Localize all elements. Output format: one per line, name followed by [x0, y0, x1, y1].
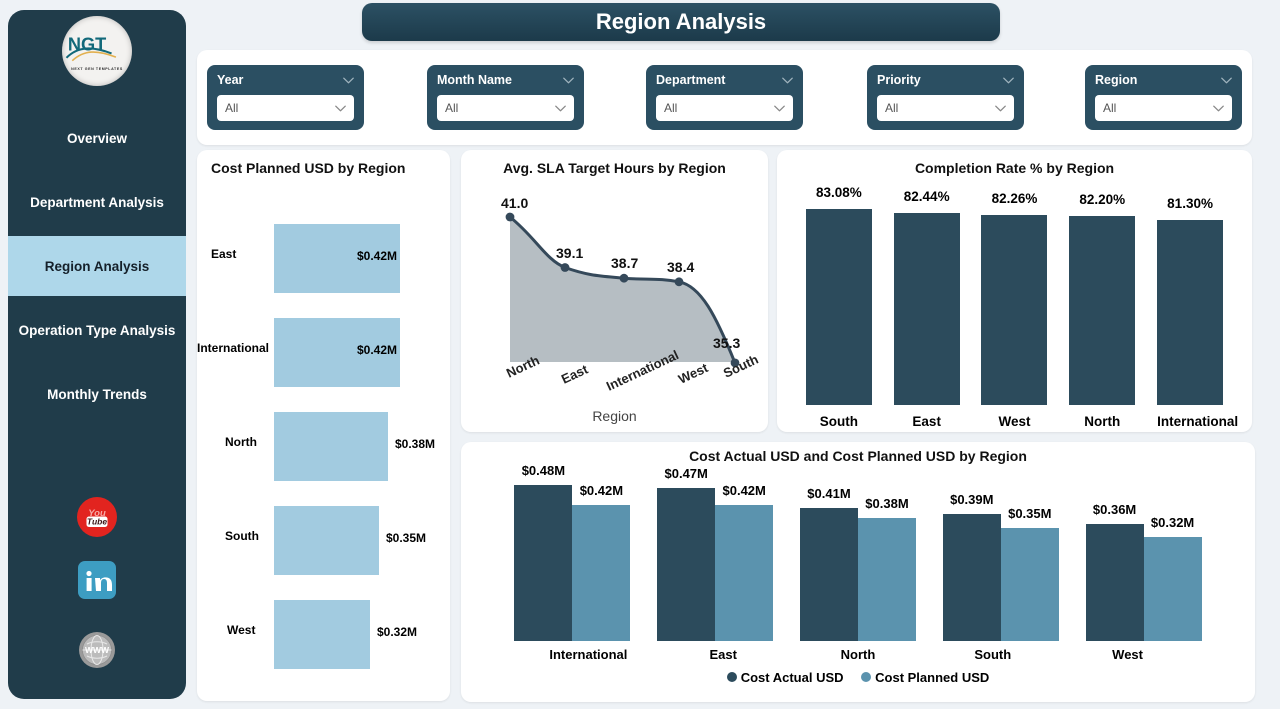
svg-text:WWW: WWW — [85, 645, 110, 655]
svg-text:Tube: Tube — [87, 517, 107, 527]
svg-text:41.0: 41.0 — [501, 195, 528, 211]
svg-text:West: West — [676, 360, 711, 387]
svg-text:35.3: 35.3 — [713, 335, 740, 351]
svg-text:38.4: 38.4 — [667, 259, 694, 275]
svg-text:NGT: NGT — [68, 34, 106, 54]
svg-text:38.7: 38.7 — [611, 255, 638, 271]
svg-text:39.1: 39.1 — [556, 245, 583, 261]
svg-text:East: East — [559, 361, 591, 386]
